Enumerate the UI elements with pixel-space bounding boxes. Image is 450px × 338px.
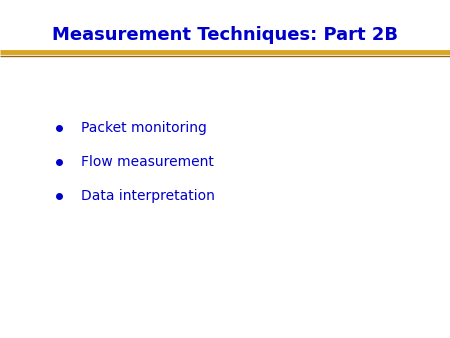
Text: Packet monitoring: Packet monitoring [81,121,207,136]
Text: Flow measurement: Flow measurement [81,155,214,169]
Text: Data interpretation: Data interpretation [81,189,215,203]
Text: Measurement Techniques: Part 2B: Measurement Techniques: Part 2B [52,26,398,45]
